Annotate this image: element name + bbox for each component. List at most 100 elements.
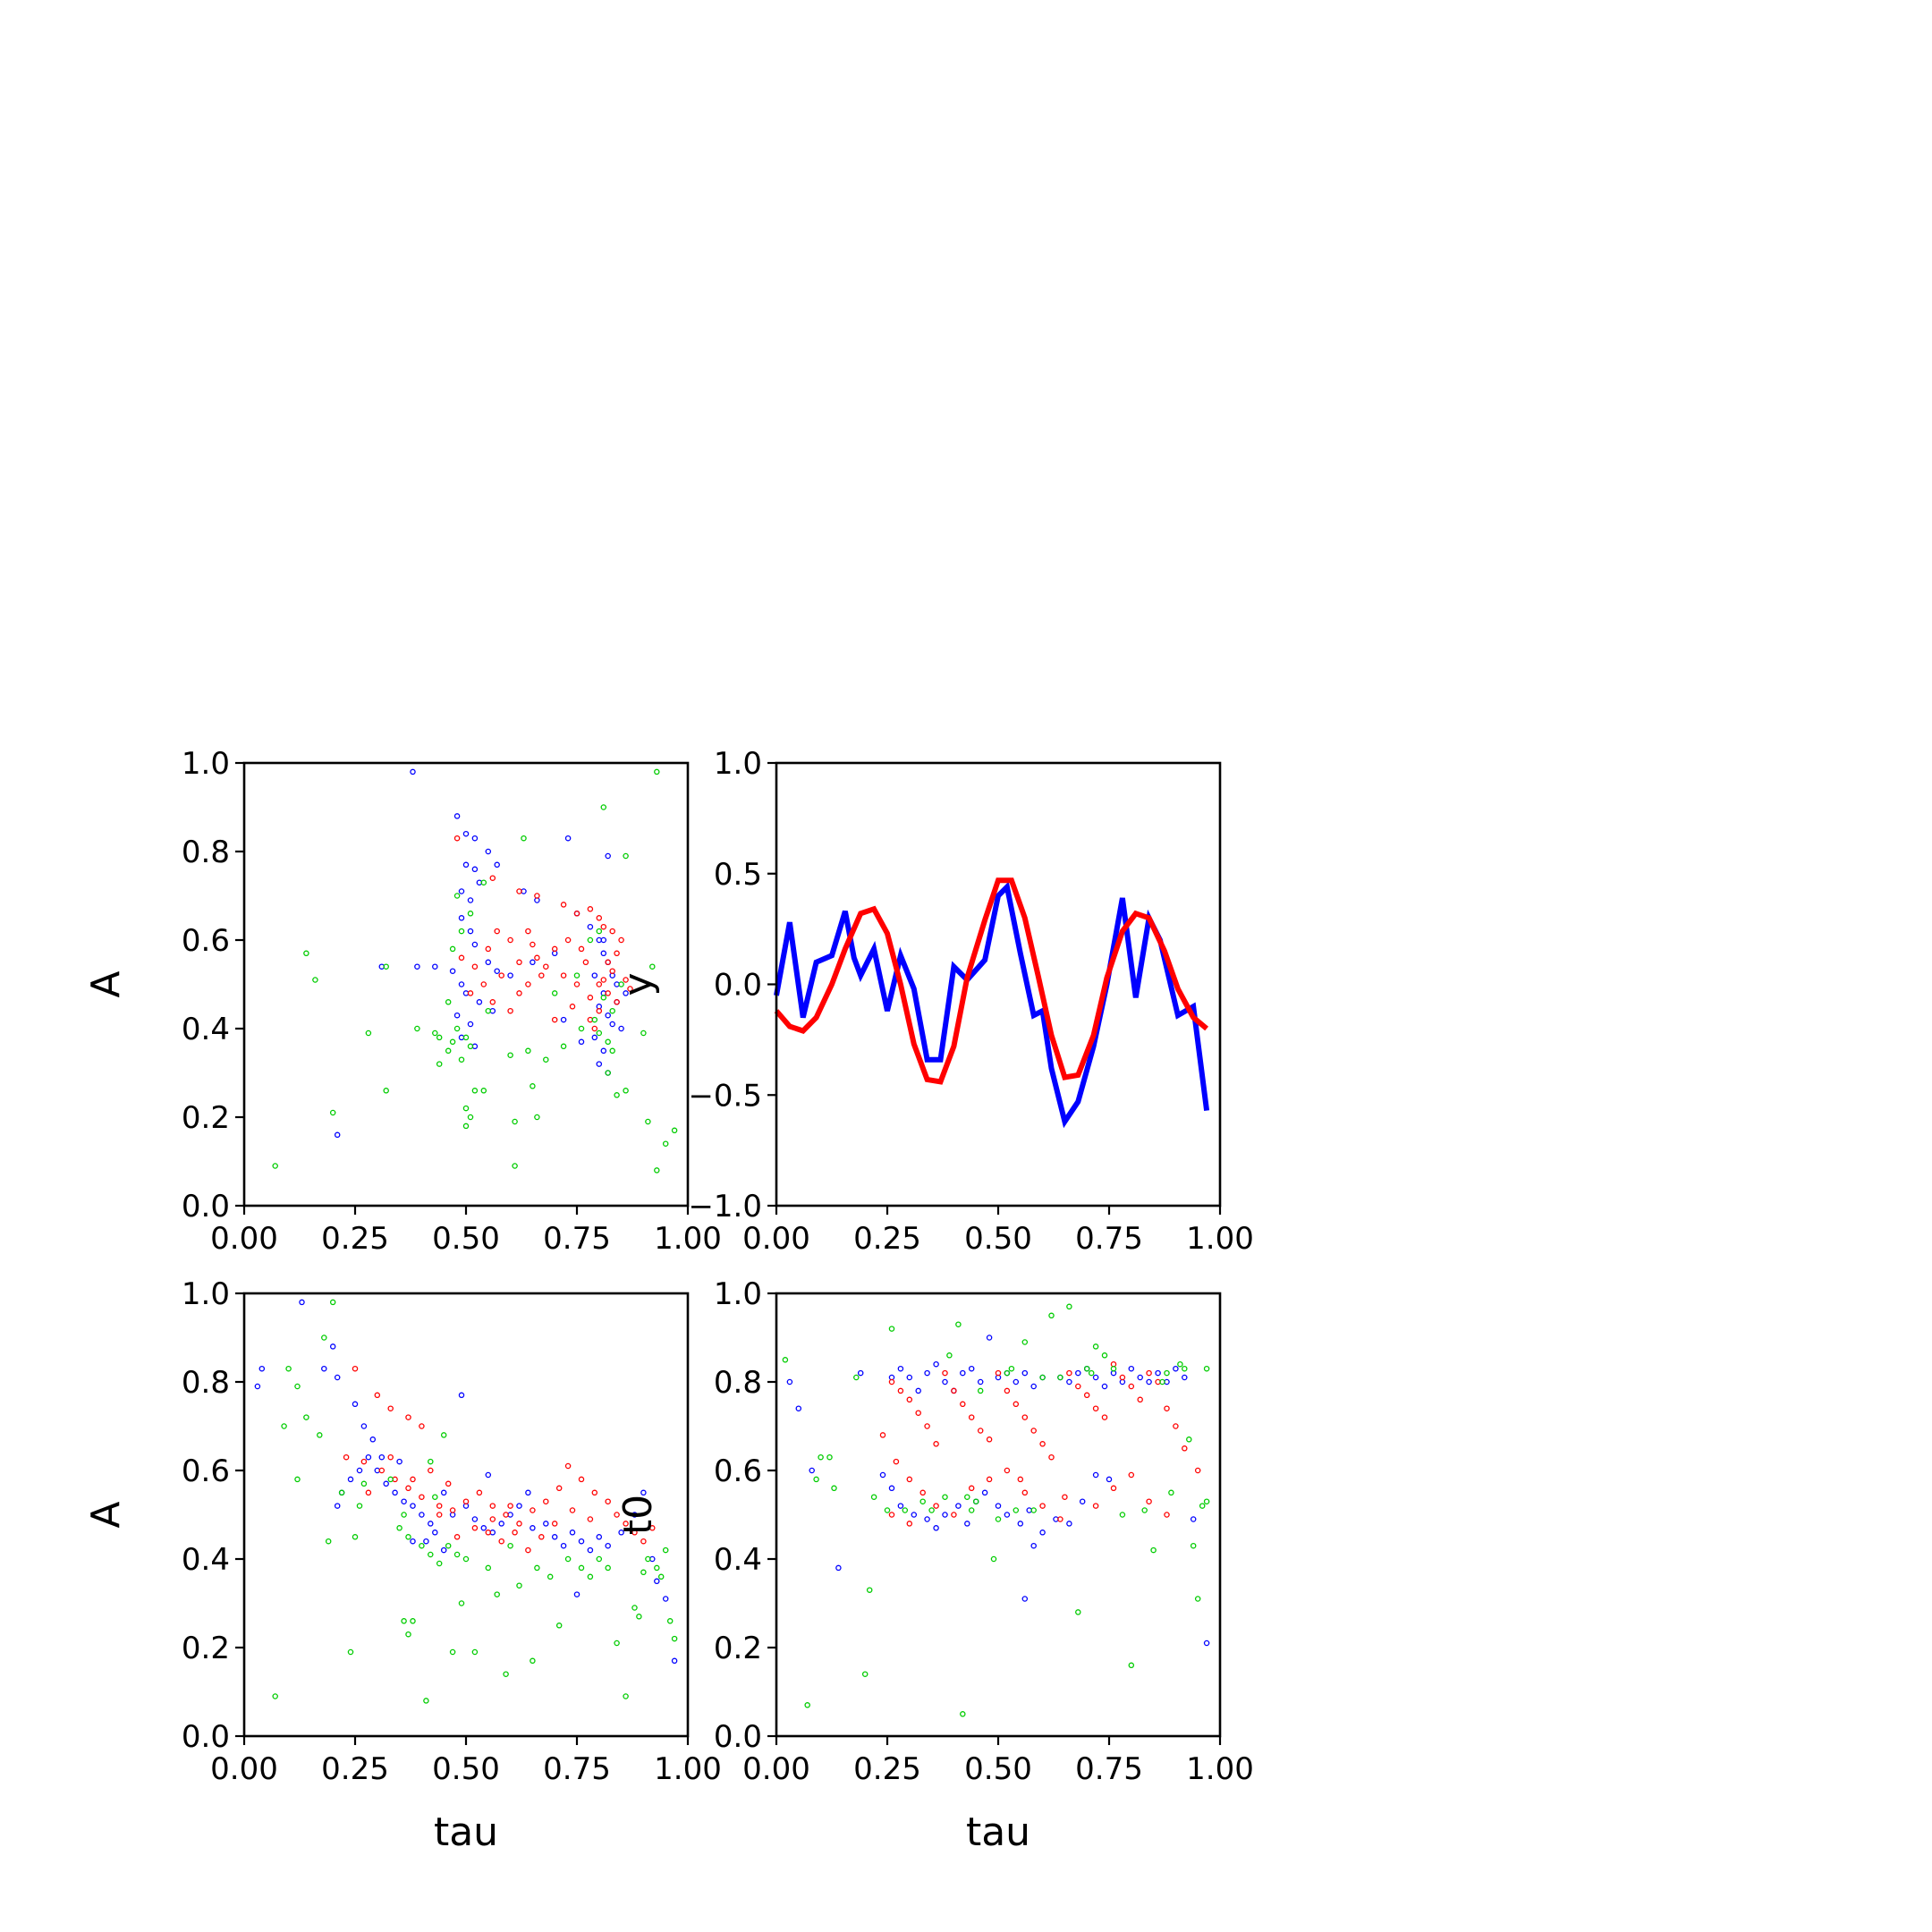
- data-point: [1013, 1401, 1020, 1408]
- data-point: [955, 1503, 962, 1509]
- data-point: [414, 1025, 420, 1032]
- data-point: [494, 968, 500, 974]
- data-point: [1173, 1365, 1179, 1372]
- chart-panel-bottom-left: 0.00 0.25 0.50 0.75 1.00 0.0 0.2 0.4 0.6 0.8 1.0 At…: [83, 1276, 722, 1855]
- data-point: [614, 999, 620, 1005]
- y-tick-label: 0.4: [182, 1012, 230, 1047]
- data-point: [960, 1711, 966, 1717]
- data-point: [551, 1534, 558, 1540]
- data-point: [423, 1698, 429, 1704]
- data-point: [347, 1648, 354, 1656]
- y-axis-label: A: [83, 1501, 129, 1528]
- data-point: [631, 1605, 638, 1611]
- data-point: [596, 1061, 603, 1067]
- data-point: [356, 1467, 363, 1474]
- data-point: [977, 1428, 984, 1434]
- data-point: [1190, 1542, 1197, 1549]
- x-tick-label: 0.75: [1075, 1751, 1143, 1787]
- data-point: [530, 941, 536, 948]
- data-point: [485, 1530, 492, 1536]
- data-point: [1110, 1485, 1117, 1492]
- data-point: [485, 848, 492, 855]
- data-point: [378, 1453, 386, 1461]
- data-point: [1182, 1365, 1188, 1372]
- data-point: [560, 1016, 567, 1023]
- data-point: [560, 1043, 567, 1050]
- data-point: [919, 1489, 926, 1496]
- data-point: [654, 768, 660, 775]
- y-tick-label: 1.0: [182, 746, 230, 782]
- data-point: [861, 1671, 869, 1677]
- data-point: [573, 972, 580, 979]
- y-tick-label: 0.2: [182, 1631, 230, 1666]
- data-point: [410, 1618, 416, 1624]
- data-point: [538, 1534, 545, 1540]
- x-tick-label: 0.25: [853, 1221, 921, 1257]
- data-point: [551, 1016, 558, 1023]
- data-point: [560, 972, 567, 979]
- data-point: [654, 1167, 660, 1174]
- data-point: [387, 1405, 394, 1411]
- y-tick-label: 0.4: [714, 1542, 762, 1578]
- data-point: [618, 1530, 624, 1536]
- x-tick-label: 0.00: [210, 1751, 278, 1787]
- plot-area: [254, 1299, 678, 1704]
- data-point: [498, 972, 504, 979]
- data-point: [405, 1414, 411, 1420]
- data-point: [1030, 1428, 1037, 1434]
- data-point: [387, 1476, 394, 1483]
- data-point: [471, 1525, 479, 1531]
- data-point: [507, 1503, 513, 1509]
- data-point: [605, 1498, 611, 1504]
- data-point: [428, 1458, 434, 1465]
- data-point: [1066, 1521, 1072, 1527]
- data-point: [578, 1476, 585, 1483]
- x-axis-label: tau: [966, 1809, 1030, 1855]
- data-point: [906, 1374, 913, 1381]
- data-point: [623, 1693, 629, 1699]
- data-point: [462, 830, 470, 837]
- data-point: [387, 1453, 394, 1461]
- data-point: [826, 1453, 833, 1461]
- data-point: [525, 981, 531, 987]
- data-point: [1101, 1414, 1108, 1420]
- data-point: [462, 1555, 470, 1563]
- data-point: [654, 1578, 660, 1585]
- data-point: [538, 972, 545, 979]
- data-point: [1164, 1512, 1170, 1518]
- data-point: [1194, 1467, 1201, 1474]
- data-point: [623, 1088, 629, 1094]
- data-point: [551, 990, 558, 996]
- data-point: [410, 768, 416, 775]
- data-point: [449, 968, 456, 974]
- y-tick-label: 0.8: [714, 1365, 762, 1401]
- data-point: [884, 1507, 891, 1513]
- data-point: [343, 1453, 350, 1461]
- data-point: [1039, 1374, 1046, 1381]
- data-point: [294, 1476, 301, 1483]
- data-point: [512, 1118, 518, 1125]
- data-point: [1021, 1489, 1029, 1496]
- data-point: [600, 950, 607, 957]
- data-point: [951, 1387, 957, 1394]
- data-point: [986, 1476, 993, 1483]
- data-point: [303, 1414, 309, 1420]
- chart-panel-top-right: 0.00 0.25 0.50 0.75 1.00−1.0−0.50.00.51.0y: [615, 746, 1254, 1257]
- data-point: [631, 1530, 638, 1536]
- data-point: [507, 1007, 513, 1014]
- data-point: [1004, 1512, 1011, 1518]
- data-point: [981, 1489, 988, 1496]
- data-point: [1203, 1498, 1210, 1504]
- data-point: [995, 1516, 1002, 1522]
- data-point: [294, 1383, 301, 1390]
- data-point: [525, 928, 531, 935]
- data-point: [432, 963, 438, 970]
- data-point: [449, 945, 456, 953]
- data-point: [942, 1512, 948, 1518]
- data-point: [476, 999, 483, 1005]
- data-point: [449, 1648, 456, 1656]
- data-point: [525, 1047, 531, 1055]
- data-point: [569, 1530, 576, 1536]
- data-point: [631, 1512, 638, 1518]
